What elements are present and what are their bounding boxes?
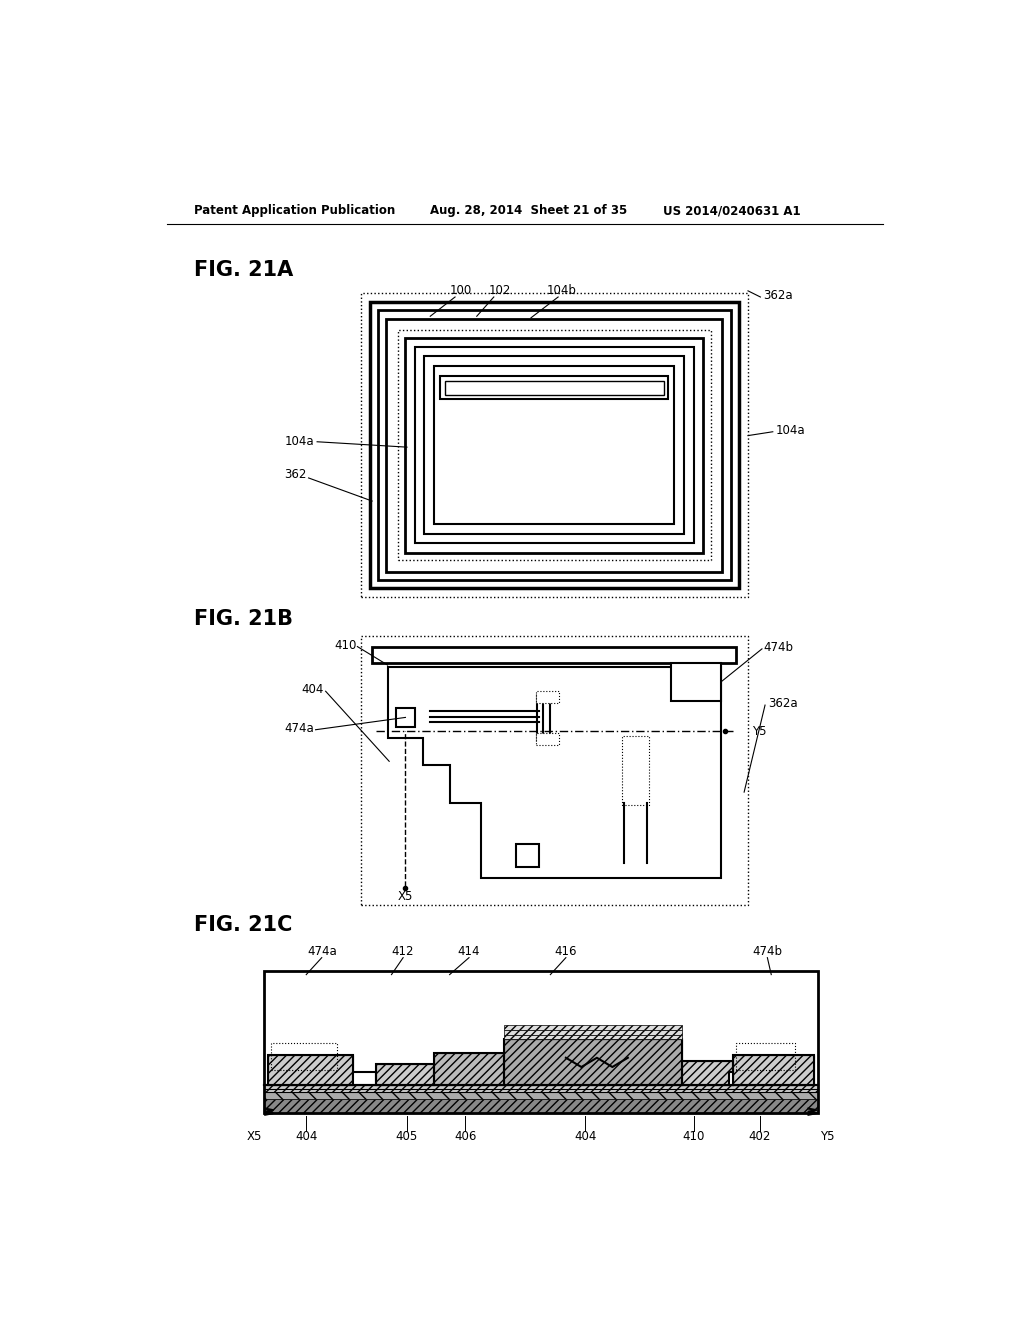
Text: 102: 102 [488,284,511,297]
Bar [504,1030,682,1035]
Text: 402: 402 [749,1130,771,1143]
Bar [378,310,731,581]
Text: 414: 414 [458,945,480,958]
Bar [263,1092,818,1100]
Bar [732,1055,814,1085]
Bar [504,1039,682,1085]
Bar [736,1043,795,1071]
Bar [515,843,539,867]
Text: US 2014/0240631 A1: US 2014/0240631 A1 [663,205,801,218]
Bar [267,1055,352,1085]
Text: FIG. 21A: FIG. 21A [194,260,293,280]
Bar [372,647,736,663]
Bar [729,1072,732,1085]
Text: 405: 405 [396,1130,418,1143]
Bar [424,356,684,535]
Bar [504,1039,682,1085]
Bar [271,1043,337,1071]
Bar [434,1053,504,1085]
Text: Y5: Y5 [820,1130,835,1143]
Bar [732,1055,814,1085]
Text: 104a: 104a [285,436,314,449]
Text: X5: X5 [397,890,413,903]
Text: FIG. 21B: FIG. 21B [194,609,293,628]
Text: 474a: 474a [285,722,314,735]
Bar [263,1085,818,1092]
Bar [360,636,748,906]
Bar [352,1072,376,1085]
Text: 474b: 474b [753,945,782,958]
Text: 474a: 474a [307,945,337,958]
Bar [434,1053,504,1085]
Text: 474b: 474b [764,640,794,653]
Bar [397,330,711,561]
Bar [536,733,559,744]
Text: 404: 404 [295,1130,317,1143]
Text: 362a: 362a [768,697,798,710]
Text: X5: X5 [247,1130,262,1143]
Text: Aug. 28, 2014  Sheet 21 of 35: Aug. 28, 2014 Sheet 21 of 35 [430,205,628,218]
Bar [406,338,703,553]
Text: 100: 100 [451,284,472,297]
Text: 404: 404 [302,684,324,696]
Text: 104b: 104b [547,284,577,297]
Text: 406: 406 [454,1130,476,1143]
Bar [376,1064,434,1085]
Bar [536,692,559,702]
Bar [434,367,675,524]
Text: Patent Application Publication: Patent Application Publication [194,205,395,218]
Bar [622,737,649,805]
Bar [504,1035,682,1039]
Bar [445,381,664,395]
Text: 362: 362 [284,467,306,480]
Bar [360,293,748,598]
Text: Y5: Y5 [752,725,766,738]
Bar [415,347,693,544]
Text: 416: 416 [555,945,578,958]
Bar [370,302,738,589]
Polygon shape [388,667,721,878]
Bar [386,318,722,572]
Bar [504,1026,682,1030]
Text: FIG. 21C: FIG. 21C [194,915,292,935]
Bar [440,376,669,400]
Bar [376,1064,434,1085]
Bar [671,663,721,701]
Text: 104a: 104a [776,424,806,437]
Bar [682,1061,732,1085]
Bar [267,1055,352,1085]
Bar [263,1085,818,1113]
Bar [263,970,818,1113]
Bar [263,1100,818,1113]
Text: 410: 410 [334,639,356,652]
Text: 404: 404 [574,1130,596,1143]
Text: 410: 410 [683,1130,705,1143]
Text: 362a: 362a [764,289,794,302]
Text: 412: 412 [392,945,415,958]
Bar [682,1061,732,1085]
Bar [396,708,415,726]
